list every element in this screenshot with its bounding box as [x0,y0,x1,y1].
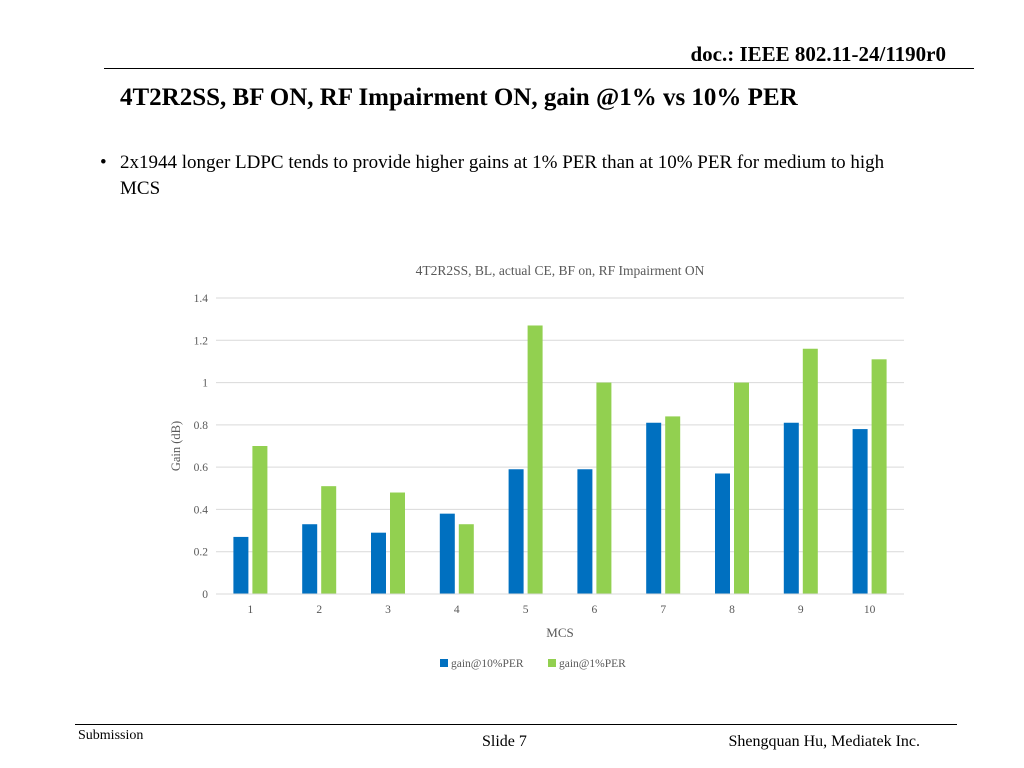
bar-gain@1%PER [871,359,887,594]
y-tick-label: 1.4 [194,293,209,305]
legend-label: gain@10%PER [451,658,524,670]
header-divider [104,68,974,69]
bar-chart: 4T2R2SS, BL, actual CE, BF on, RF Impair… [169,263,904,670]
y-tick-label: 1 [202,378,208,390]
x-tick-label: 3 [385,604,391,616]
legend-swatch [440,659,448,667]
bullet-item: 2x1944 longer LDPC tends to provide high… [100,150,900,202]
bar-gain@10%PER [233,536,249,594]
x-tick-label: 4 [454,604,460,616]
bar-gain@10%PER [715,473,730,594]
y-tick-label: 0.4 [194,504,209,516]
bar-gain@1%PER [458,524,474,594]
y-tick-label: 0.2 [194,547,209,559]
slide-title: 4T2R2SS, BF ON, RF Impairment ON, gain @… [120,84,798,111]
x-tick-label: 9 [798,604,804,616]
y-tick-label: 0.8 [194,420,209,432]
slide-number: Slide 7 [482,733,527,750]
legend-label: gain@1%PER [559,658,626,670]
bar-gain@1%PER [390,492,405,594]
y-tick-label: 1.2 [194,335,209,347]
bar-gain@1%PER [252,446,268,594]
x-axis-label: MCS [546,625,573,640]
bar-gain@1%PER [665,416,681,594]
bar-gain@10%PER [646,422,662,594]
footer-submission: Submission [78,728,144,743]
x-tick-label: 5 [523,604,529,616]
bar-gain@10%PER [577,469,593,594]
chart-title: 4T2R2SS, BL, actual CE, BF on, RF Impair… [416,263,705,278]
footer-author: Shengquan Hu, Mediatek Inc. [728,733,920,750]
bar-gain@1%PER [596,382,612,594]
x-tick-label: 1 [248,604,254,616]
x-tick-label: 8 [729,604,735,616]
bar-gain@1%PER [527,325,543,594]
bar-gain@10%PER [302,524,318,594]
bar-gain@1%PER [802,348,818,594]
y-axis-label: Gain (dB) [169,421,183,471]
bar-gain@10%PER [852,429,868,594]
bullet-list: 2x1944 longer LDPC tends to provide high… [100,150,900,202]
x-tick-label: 10 [864,604,876,616]
bar-gain@10%PER [783,422,799,594]
y-tick-label: 0.6 [194,462,209,474]
x-tick-label: 2 [316,604,322,616]
y-tick-label: 0 [202,589,208,601]
x-tick-label: 7 [660,604,666,616]
document-id: doc.: IEEE 802.11-24/1190r0 [690,42,946,66]
footer-divider [75,724,957,725]
bar-gain@1%PER [734,382,749,594]
legend-swatch [548,659,556,667]
bar-gain@10%PER [508,469,524,594]
bar-gain@10%PER [439,513,455,594]
bar-gain@10%PER [371,532,386,594]
x-tick-label: 6 [592,604,598,616]
bar-gain@1%PER [321,486,337,594]
